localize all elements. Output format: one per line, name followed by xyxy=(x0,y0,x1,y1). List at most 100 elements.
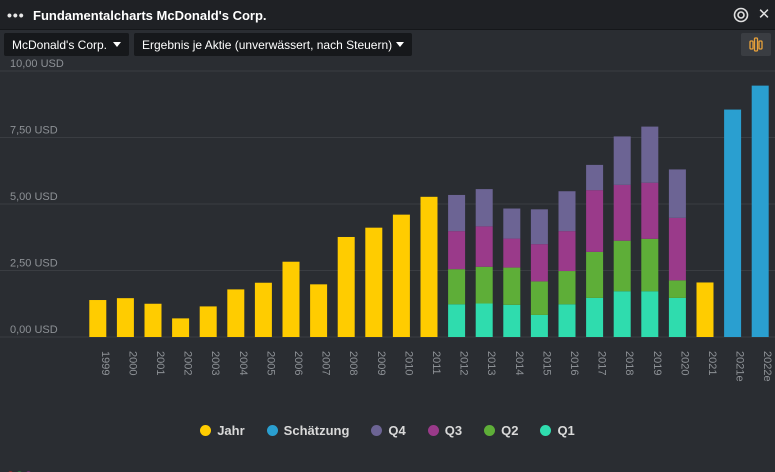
bar-q3-2017[interactable] xyxy=(586,190,604,252)
legend-color-dot xyxy=(427,425,439,437)
bar-jahr-2009[interactable] xyxy=(365,227,383,337)
bar-q1-2015[interactable] xyxy=(530,314,548,337)
instrument-select-value: McDonald's Corp. xyxy=(12,38,107,52)
legend-item[interactable]: Schätzung xyxy=(266,423,350,439)
bar-q2-2014[interactable] xyxy=(503,267,521,305)
metric-select-value: Ergebnis je Aktie (unverwässert, nach St… xyxy=(142,38,393,52)
bar-jahr-2011[interactable] xyxy=(420,196,438,337)
bar-q4-2014[interactable] xyxy=(503,208,521,239)
metric-select[interactable]: Ergebnis je Aktie (unverwässert, nach St… xyxy=(134,33,412,56)
bar-jahr-2003[interactable] xyxy=(199,306,217,337)
bar-q3-2019[interactable] xyxy=(641,182,659,239)
x-tick-label: 2014 xyxy=(513,351,525,375)
bar-q2-2015[interactable] xyxy=(530,281,548,315)
bar-q1-2020[interactable] xyxy=(668,297,686,337)
close-icon[interactable]: ✕ xyxy=(757,6,771,23)
bar-jahr-2002[interactable] xyxy=(172,318,190,337)
x-tick-label: 2006 xyxy=(292,351,304,375)
bar-q3-2020[interactable] xyxy=(668,217,686,281)
bar-q2-2018[interactable] xyxy=(613,240,631,292)
legend-label: Jahr xyxy=(217,423,245,439)
legend-item[interactable]: Jahr xyxy=(200,423,245,439)
bar-q1-2014[interactable] xyxy=(503,304,521,337)
bar-q3-2016[interactable] xyxy=(558,231,576,272)
x-tick-label: 2016 xyxy=(568,351,580,375)
x-tick-label: 2003 xyxy=(209,351,221,375)
bar-q4-2020[interactable] xyxy=(668,169,686,218)
bar-schaetzung-2022e[interactable] xyxy=(751,85,769,337)
target-icon[interactable] xyxy=(732,6,750,24)
legend-label: Q3 xyxy=(444,423,463,439)
legend-item[interactable]: Q1 xyxy=(540,423,575,438)
bar-q3-2015[interactable] xyxy=(530,244,548,282)
bar-q2-2016[interactable] xyxy=(558,271,576,305)
y-tick-label: 10,00 USD xyxy=(10,58,64,70)
bar-q2-2013[interactable] xyxy=(475,266,493,304)
bar-jahr-2010[interactable] xyxy=(392,214,410,337)
y-tick-label: 2,50 USD xyxy=(10,258,58,270)
chevron-down-icon xyxy=(113,42,121,47)
bar-q4-2016[interactable] xyxy=(558,191,576,232)
bar-q3-2012[interactable] xyxy=(448,231,466,270)
eps-bar-chart: 0,00 USD 2,50 USD 5,00 USD 7,50 USD 10,00 US… xyxy=(0,58,775,382)
legend-color-dot xyxy=(371,425,383,437)
x-tick-label: 2017 xyxy=(596,351,608,375)
legend-color-dot xyxy=(540,425,552,437)
x-tick-label: 2013 xyxy=(485,351,497,375)
legend-item[interactable]: Q3 xyxy=(427,423,463,439)
chevron-down-icon xyxy=(396,42,404,47)
bar-schaetzung-2021e[interactable] xyxy=(724,109,742,337)
bar-q4-2018[interactable] xyxy=(613,136,631,185)
bar-jahr-2004[interactable] xyxy=(227,289,245,337)
status-indicators xyxy=(8,463,35,472)
bar-q1-2013[interactable] xyxy=(475,303,493,337)
bar-q3-2014[interactable] xyxy=(503,238,521,268)
bar-q1-2019[interactable] xyxy=(641,291,659,337)
x-tick-label: 2010 xyxy=(402,351,414,375)
y-tick-label: 7,50 USD xyxy=(10,125,58,137)
bar-q1-2018[interactable] xyxy=(613,291,631,337)
x-tick-label: 2011 xyxy=(430,351,442,375)
bar-q4-2012[interactable] xyxy=(448,194,466,232)
legend-item[interactable]: Q2 xyxy=(484,423,518,438)
bar-q4-2017[interactable] xyxy=(586,164,604,191)
bar-q1-2012[interactable] xyxy=(448,304,466,337)
title-bar: ••• Fundamentalcharts McDonald's Corp. ✕ xyxy=(0,0,775,30)
legend-color-dot xyxy=(200,425,212,437)
bar-q1-2016[interactable] xyxy=(558,304,576,337)
bar-q2-2012[interactable] xyxy=(448,269,466,305)
bar-jahr-2001[interactable] xyxy=(144,303,162,337)
bar-q3-2013[interactable] xyxy=(475,226,493,267)
y-tick-label: 5,00 USD xyxy=(10,191,58,203)
bar-q1-2017[interactable] xyxy=(586,297,604,337)
bar-q4-2013[interactable] xyxy=(475,189,493,227)
legend-label: Schätzung xyxy=(283,423,350,439)
chart-settings-icon xyxy=(749,37,763,52)
bar-q4-2019[interactable] xyxy=(641,126,659,183)
bar-jahr-1999[interactable] xyxy=(89,300,107,337)
window-title: Fundamentalcharts McDonald's Corp. xyxy=(33,8,267,23)
bar-jahr-2021[interactable] xyxy=(696,282,714,337)
bar-q2-2019[interactable] xyxy=(641,238,659,292)
bar-jahr-2006[interactable] xyxy=(282,261,300,337)
x-tick-label: 2001 xyxy=(154,351,166,375)
legend-item[interactable]: Q4 xyxy=(371,423,406,439)
more-dots-icon[interactable]: ••• xyxy=(7,7,25,23)
bar-q2-2017[interactable] xyxy=(586,251,604,298)
bar-q2-2020[interactable] xyxy=(668,280,686,298)
x-tick-label: 2002 xyxy=(182,351,194,375)
x-tick-label: 2015 xyxy=(540,351,552,375)
instrument-select[interactable]: McDonald's Corp. xyxy=(4,33,129,56)
x-tick-label: 2007 xyxy=(320,351,332,375)
legend-color-dot xyxy=(266,425,278,437)
bar-jahr-2005[interactable] xyxy=(254,282,272,337)
bar-q4-2015[interactable] xyxy=(530,209,548,245)
bar-jahr-2008[interactable] xyxy=(337,236,355,337)
bar-jahr-2007[interactable] xyxy=(310,284,328,337)
chart-settings-button[interactable] xyxy=(741,33,771,56)
bar-jahr-2000[interactable] xyxy=(116,298,134,337)
bar-q3-2018[interactable] xyxy=(613,184,631,241)
legend-label: Q4 xyxy=(388,423,406,439)
x-tick-label: 2004 xyxy=(237,351,249,375)
x-tick-label: 2019 xyxy=(651,351,663,375)
